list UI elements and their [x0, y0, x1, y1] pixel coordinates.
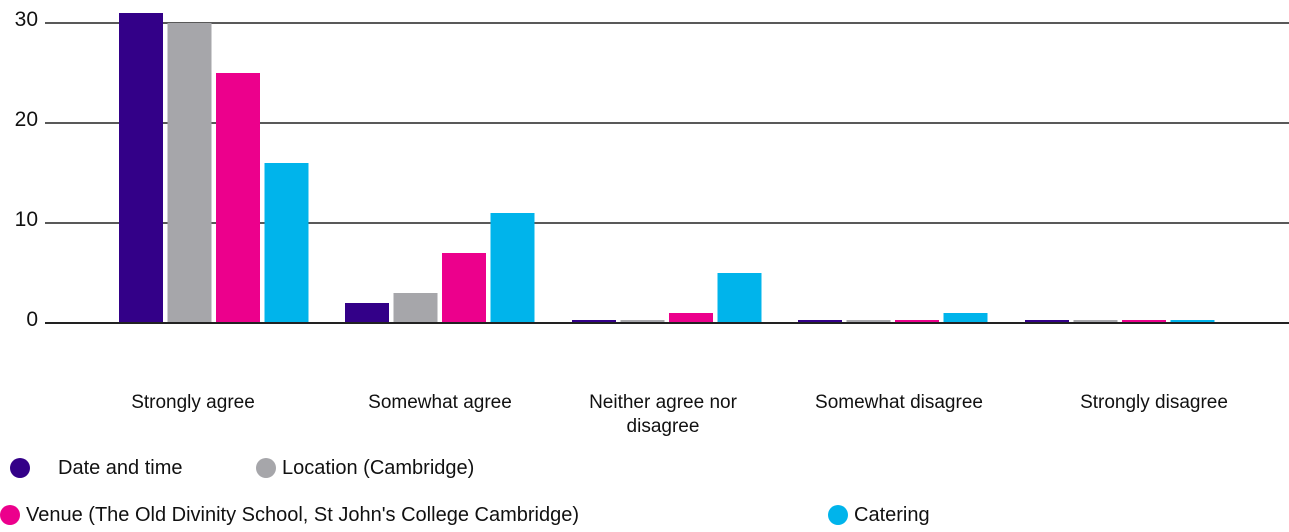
x-tick-label: Somewhat disagree	[815, 392, 983, 413]
legend-item-catering: Catering	[828, 503, 930, 527]
bar	[572, 320, 616, 323]
y-tick-label: 10	[15, 208, 38, 231]
legend-item-venue: Venue (The Old Divinity School, St John'…	[0, 503, 579, 527]
legend-swatch	[828, 505, 848, 525]
x-tick-label: Somewhat agree	[368, 392, 512, 413]
bar	[1170, 320, 1215, 323]
y-tick-label: 20	[15, 108, 38, 131]
legend-label: Date and time	[58, 457, 183, 479]
bar	[798, 320, 842, 323]
bar	[717, 273, 762, 323]
y-tick-label: 0	[26, 308, 38, 331]
bar	[490, 213, 535, 323]
legend-swatch	[10, 458, 30, 478]
x-tick-label: Strongly disagree	[1080, 392, 1228, 413]
bar	[943, 313, 988, 323]
legend-item-date-and-time: Date and time	[10, 456, 183, 480]
bar	[393, 293, 438, 323]
x-tick-label: Strongly agree	[131, 392, 255, 413]
bar	[895, 320, 939, 323]
bar	[216, 73, 260, 323]
x-tick-label: Neither agree nor disagree	[589, 392, 738, 437]
bar	[345, 303, 389, 323]
bar	[1122, 320, 1166, 323]
bar	[1025, 320, 1069, 323]
bar	[167, 23, 212, 323]
bar	[442, 253, 486, 323]
y-tick-label: 30	[15, 8, 38, 31]
legend-label: Venue (The Old Divinity School, St John'…	[26, 504, 579, 526]
legend-item-location: Location (Cambridge)	[256, 456, 474, 480]
legend-label: Catering	[854, 504, 930, 526]
x-axis-category-labels: Strongly agree Somewhat agree Neither agre…	[131, 392, 1228, 437]
y-axis-tick-labels: 0 10 20 30	[15, 8, 38, 331]
bar	[1073, 320, 1118, 323]
legend-swatch	[256, 458, 276, 478]
bar	[119, 13, 163, 323]
bar	[620, 320, 665, 323]
bars	[119, 13, 1215, 323]
bar	[846, 320, 891, 323]
bar	[264, 163, 309, 323]
bar	[669, 313, 713, 323]
legend-swatch	[0, 505, 20, 525]
legend-label: Location (Cambridge)	[282, 457, 475, 479]
